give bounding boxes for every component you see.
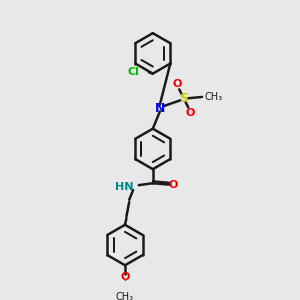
Text: O: O — [120, 272, 130, 282]
Text: Cl: Cl — [128, 67, 140, 77]
Text: O: O — [185, 108, 195, 118]
Text: O: O — [169, 180, 178, 190]
Text: N: N — [154, 102, 165, 115]
Text: CH₃: CH₃ — [116, 292, 134, 300]
Text: S: S — [179, 92, 188, 105]
Text: O: O — [173, 79, 182, 89]
Text: CH₃: CH₃ — [205, 92, 223, 102]
Text: HN: HN — [115, 182, 133, 192]
